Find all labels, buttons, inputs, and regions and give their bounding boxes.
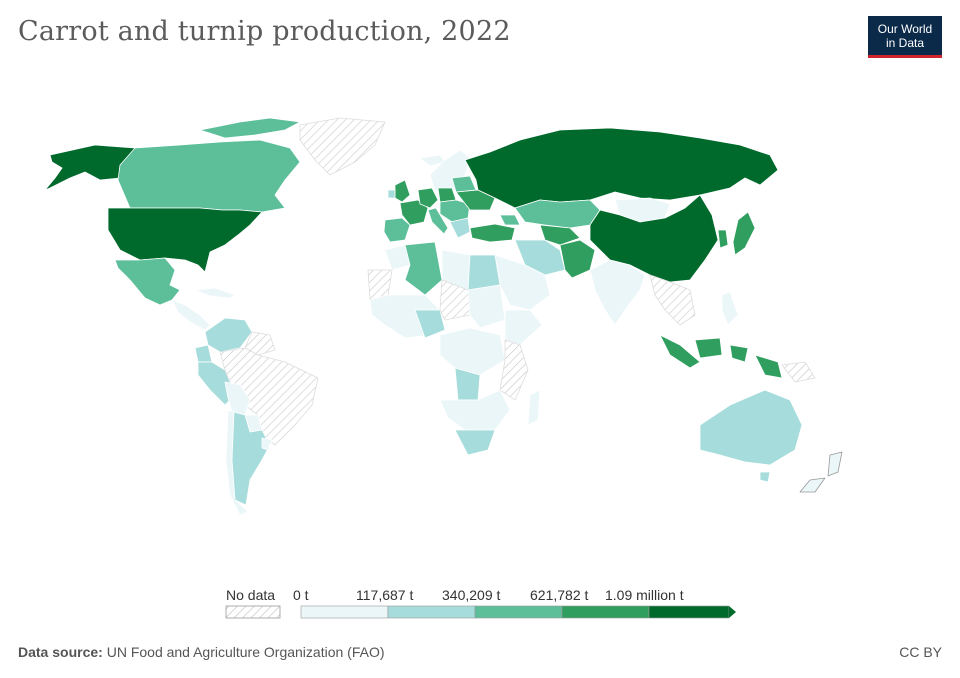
region-caribbean[interactable] <box>194 287 236 299</box>
region-new-zealand[interactable] <box>799 451 843 493</box>
region-turkey[interactable] <box>469 223 516 243</box>
map-legend: No data 0 t 117,687 t 340,209 t 621,782 … <box>225 587 736 619</box>
legend-no-data: No data <box>225 587 281 619</box>
region-korea[interactable] <box>717 229 729 249</box>
region-indonesia[interactable] <box>659 334 783 379</box>
region-algeria[interactable] <box>404 241 443 296</box>
region-france[interactable] <box>399 199 429 226</box>
region-japan[interactable] <box>732 211 756 256</box>
region-sudan[interactable] <box>467 284 506 329</box>
region-philippines[interactable] <box>721 291 739 326</box>
legend-tick-3: 621,782 t <box>530 587 588 603</box>
legend-tick-2: 340,209 t <box>442 587 500 603</box>
region-south-africa[interactable] <box>454 429 496 456</box>
region-colombia-venezuela[interactable] <box>204 317 253 353</box>
region-ecuador[interactable] <box>194 344 213 363</box>
region-india[interactable] <box>589 259 646 326</box>
legend-tick-4: 1.09 million t <box>605 587 684 603</box>
region-canada[interactable] <box>117 139 301 213</box>
region-egypt[interactable] <box>467 254 501 291</box>
region-canada-arctic[interactable] <box>199 117 301 139</box>
legend-tick-0: 0 t <box>293 587 309 603</box>
legend-scale: 0 t 117,687 t 340,209 t 621,782 t 1.09 m… <box>293 587 736 619</box>
region-pakistan[interactable] <box>559 239 596 279</box>
region-australia[interactable] <box>699 389 803 466</box>
region-central-asia[interactable] <box>539 224 581 246</box>
world-map <box>44 117 843 516</box>
logo-line-1: Our World <box>877 22 933 36</box>
region-papua-nodata[interactable] <box>781 361 816 383</box>
region-tasmania[interactable] <box>759 471 771 483</box>
region-east-africa-nodata[interactable] <box>499 339 529 401</box>
region-uk[interactable] <box>394 179 411 203</box>
region-germany[interactable] <box>417 187 439 209</box>
data-source-text[interactable]: UN Food and Agriculture Organization (FA… <box>106 644 385 660</box>
region-usa[interactable] <box>107 207 263 273</box>
region-central-africa[interactable] <box>439 327 506 376</box>
legend-tick-1: 117,687 t <box>356 587 413 603</box>
region-uruguay[interactable] <box>261 437 273 451</box>
region-madagascar[interactable] <box>527 389 541 426</box>
region-kazakhstan[interactable] <box>514 199 601 229</box>
legend-arrow-icon <box>729 606 736 618</box>
legend-bin-4 <box>648 605 730 619</box>
region-sahel-nodata[interactable] <box>439 279 471 321</box>
region-iberia[interactable] <box>383 217 411 243</box>
logo-line-2: in Data <box>885 36 925 50</box>
region-arabia[interactable] <box>494 254 551 311</box>
legend-bin-2 <box>474 605 563 619</box>
region-italy[interactable] <box>427 207 449 235</box>
chart-title: Carrot and turnip production, 2022 <box>18 16 511 47</box>
region-horn[interactable] <box>504 309 543 346</box>
region-belarus[interactable] <box>451 175 477 193</box>
license-link[interactable]: CC BY <box>899 644 942 660</box>
legend-no-data-swatch <box>225 605 281 619</box>
region-southeast-asia[interactable] <box>649 274 696 326</box>
region-central-america[interactable] <box>171 299 211 331</box>
region-balkans[interactable] <box>449 217 471 239</box>
region-nigeria[interactable] <box>414 309 446 339</box>
owid-logo[interactable]: Our World in Data <box>868 16 942 58</box>
region-china[interactable] <box>589 194 719 283</box>
legend-bin-0 <box>300 605 389 619</box>
footer: Data source: UN Food and Agriculture Org… <box>18 644 942 660</box>
region-caucasus[interactable] <box>499 214 521 226</box>
region-guianas[interactable] <box>244 331 276 356</box>
region-argentina[interactable] <box>231 411 271 506</box>
region-southern-africa[interactable] <box>439 389 511 431</box>
legend-bin-1 <box>387 605 476 619</box>
legend-bin-3 <box>561 605 650 619</box>
region-ireland[interactable] <box>387 189 396 199</box>
legend-no-data-label: No data <box>226 587 275 603</box>
region-russia[interactable] <box>464 127 779 209</box>
region-mexico[interactable] <box>114 257 181 306</box>
data-source-label: Data source: <box>18 644 103 660</box>
region-greenland[interactable] <box>299 117 386 176</box>
